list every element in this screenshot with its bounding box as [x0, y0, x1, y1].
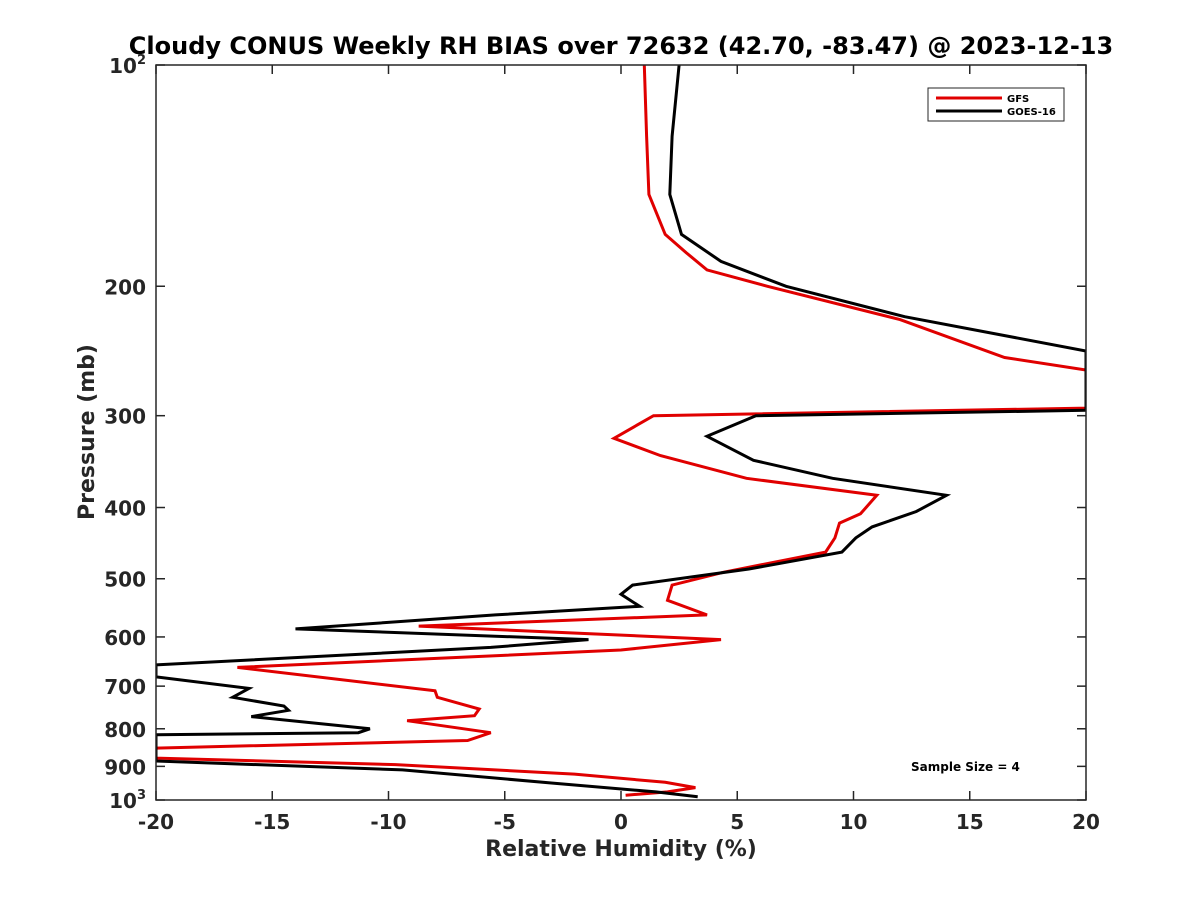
- series-layer: [156, 65, 1086, 799]
- y-tick-label: 103: [109, 788, 146, 813]
- x-tick-label: -15: [254, 810, 290, 834]
- sample-size-annotation: Sample Size = 4: [911, 760, 1020, 774]
- x-tick-label: -20: [138, 810, 174, 834]
- x-tick-label: 15: [956, 810, 984, 834]
- y-tick-label: 102: [109, 53, 146, 78]
- x-tick-label: -5: [494, 810, 516, 834]
- series-line-goes-16: [156, 65, 1086, 799]
- y-tick-label: 400: [104, 497, 146, 521]
- legend-box: [927, 87, 1065, 122]
- y-axis-label: Pressure (mb): [75, 344, 100, 520]
- legend-label-goes-16: GOES-16: [1007, 107, 1056, 118]
- y-tick-label: 500: [104, 568, 146, 592]
- y-tick-label: 700: [104, 675, 146, 699]
- y-tick-label: 800: [104, 718, 146, 742]
- x-tick-label: 20: [1072, 810, 1100, 834]
- series-line-gfs: [156, 65, 1086, 797]
- legend-label-gfs: GFS: [1007, 94, 1029, 105]
- y-tick-label: 600: [104, 626, 146, 650]
- x-tick-label: 0: [614, 810, 628, 834]
- x-axis: -20 -15 -10 -5 0 5 10 15 20: [138, 65, 1100, 834]
- y-tick-label: 300: [104, 405, 146, 429]
- x-tick-label: 10: [840, 810, 868, 834]
- y-tick-label: 900: [104, 755, 146, 779]
- y-axis: 102 200 300 400 500 600 700 800 900 103: [104, 53, 1086, 813]
- plot-area-frame: [155, 64, 1087, 801]
- chart-title: Cloudy CONUS Weekly RH BIAS over 72632 (…: [129, 32, 1113, 60]
- y-tick-label: 200: [104, 275, 146, 299]
- x-axis-label: Relative Humidity (%): [485, 837, 757, 862]
- x-tick-label: 5: [730, 810, 744, 834]
- legend: GFS GOES-16: [927, 87, 1065, 122]
- x-tick-label: -10: [370, 810, 406, 834]
